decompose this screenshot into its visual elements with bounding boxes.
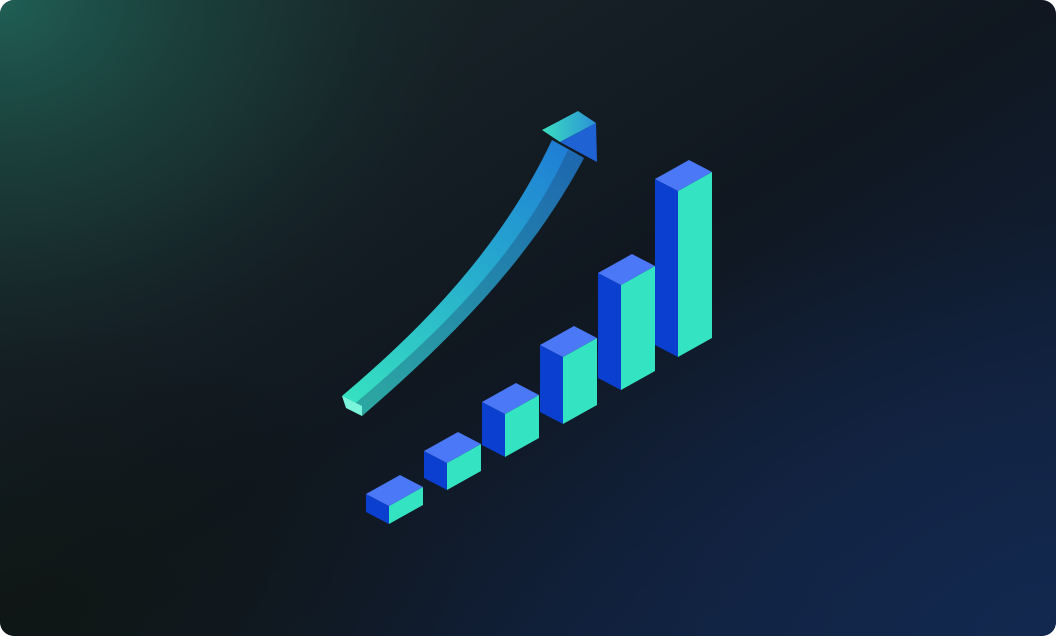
bar-2 xyxy=(424,432,481,490)
trend-up-arrow-icon xyxy=(342,111,597,416)
bar-1 xyxy=(366,475,423,524)
bar-4 xyxy=(540,326,597,424)
bar-5 xyxy=(598,254,655,390)
bar-6 xyxy=(655,160,712,357)
bar-group xyxy=(366,160,712,524)
bar-3 xyxy=(482,383,539,457)
